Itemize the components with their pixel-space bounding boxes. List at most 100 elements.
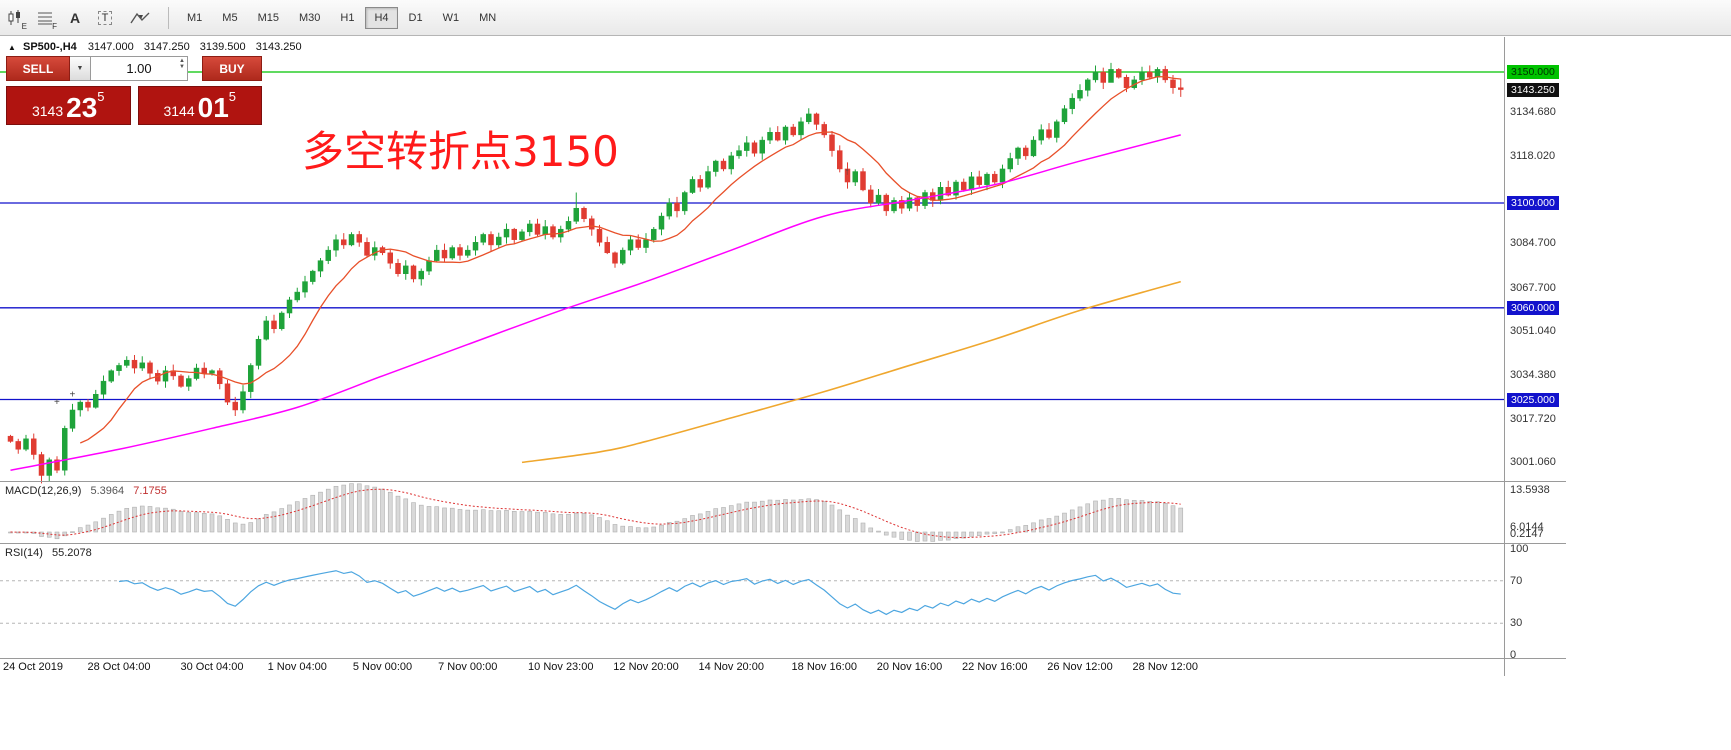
time-axis-label: 12 Nov 20:00 — [613, 661, 679, 673]
time-axis-label: 18 Nov 16:00 — [791, 661, 857, 673]
timeframe-toolbar: M1 M5 M15 M30 H1 H4 D1 W1 MN — [177, 6, 506, 29]
ohlc-close: 3143.250 — [255, 41, 302, 53]
macd-title: MACD(12,26,9) — [5, 485, 82, 497]
time-axis-label: 10 Nov 23:00 — [528, 661, 594, 673]
label-tool-icon[interactable]: T — [91, 5, 119, 31]
timeframe-button-mn[interactable]: MN — [479, 11, 497, 24]
bid-price-box[interactable]: 3143 23 5 — [6, 86, 131, 125]
svg-text:+: + — [54, 397, 60, 408]
price-tick-label: 3118.020 — [1510, 149, 1556, 162]
candlestick-chart-icon[interactable]: E — [1, 5, 29, 31]
top-toolbar: E F A T ▼ M1 M5 M15 M30 H1 H4 D1 W1 MN — [0, 0, 1731, 36]
timeframe-button-m1[interactable]: M1 — [187, 11, 203, 24]
rsi-indicator-chart[interactable] — [0, 544, 1504, 658]
time-axis-label: 26 Nov 12:00 — [1047, 661, 1113, 673]
timeframe-button-h1[interactable]: H1 — [340, 11, 355, 24]
ohlc-open: 3147.000 — [87, 41, 134, 53]
price-tick-label: 3134.680 — [1510, 106, 1556, 119]
macd-axis-label: 0.2147 — [1510, 528, 1544, 540]
time-axis[interactable]: 24 Oct 2019 28 Oct 04:00 30 Oct 04:00 1 Nov… — [0, 659, 1566, 677]
macd-panel-separator[interactable] — [0, 481, 1566, 482]
bid-superscript: 5 — [97, 89, 105, 104]
grid-icon[interactable]: F — [31, 5, 59, 31]
icon-badge-f: F — [52, 21, 57, 31]
timeframe-button-m5[interactable]: M5 — [222, 11, 238, 24]
candlestick-chart[interactable]: + + ↑ — [0, 37, 1504, 484]
text-tool-icon[interactable]: A — [69, 9, 81, 26]
volume-stepper[interactable]: ▲ ▼ — [179, 58, 185, 70]
time-axis-label: 22 Nov 16:00 — [962, 661, 1028, 673]
time-axis-label: 20 Nov 16:00 — [876, 661, 943, 673]
timeframe-button-m30[interactable]: M30 — [298, 11, 321, 24]
time-axis-label: 5 Nov 00:00 — [352, 661, 413, 673]
rsi-panel-separator[interactable] — [0, 543, 1566, 544]
current-price-badge: 3143.250 — [1507, 82, 1559, 97]
one-click-trading-panel: SELL ▼ 1.00 ▲ ▼ BUY 3143 23 5 3144 01 — [6, 56, 262, 125]
rsi-axis-label: 70 — [1510, 574, 1523, 587]
rsi-panel-label: RSI(14) 55.2078 — [5, 547, 92, 559]
macd-indicator-chart[interactable] — [0, 482, 1504, 543]
line-style-icon[interactable]: ▼ — [121, 5, 159, 31]
timeframe-button-w1[interactable]: W1 — [442, 11, 460, 24]
ask-prefix: 3144 — [163, 103, 195, 119]
timeframe-button-d1[interactable]: D1 — [408, 11, 423, 24]
price-level-badge: 3060.000 — [1507, 300, 1559, 315]
volume-dropdown-button[interactable]: ▼ — [70, 56, 91, 81]
svg-text:+: + — [70, 389, 76, 400]
time-axis-label: 28 Oct 04:00 — [87, 661, 151, 673]
bid-big-digits: 23 — [66, 92, 98, 124]
zigzag-glyph — [130, 12, 150, 23]
macd-axis-label: 13.5938 — [1510, 484, 1550, 496]
buy-button[interactable]: BUY — [202, 56, 262, 81]
macd-value-1: 5.3964 — [90, 485, 125, 497]
time-axis-label: 28 Nov 12:00 — [1132, 661, 1198, 673]
price-level-badge: 3100.000 — [1507, 196, 1559, 210]
time-axis-label: 14 Nov 20:00 — [698, 661, 764, 673]
rsi-axis-label: 30 — [1510, 617, 1523, 630]
volume-value: 1.00 — [126, 61, 152, 76]
rsi-value: 55.2078 — [51, 547, 92, 559]
rsi-title: RSI(14) — [5, 547, 43, 559]
ask-price-box[interactable]: 3144 01 5 — [137, 86, 262, 125]
stepper-up-icon[interactable]: ▲ — [179, 58, 185, 64]
chart-text-annotation[interactable]: 多空转折点3150 — [302, 127, 619, 176]
toolbar-separator — [168, 6, 169, 29]
timeframe-button-h4[interactable]: H4 — [365, 6, 398, 29]
time-axis-label: 7 Nov 00:00 — [438, 661, 498, 673]
price-tick-label: 3034.380 — [1510, 368, 1556, 381]
sell-button[interactable]: SELL — [6, 56, 70, 81]
macd-value-2: 7.1755 — [133, 485, 167, 497]
macd-axis-label: 6.0144 — [1510, 521, 1544, 533]
time-axis-label: 1 Nov 04:00 — [267, 661, 327, 673]
ohlc-high: 3147.250 — [143, 41, 190, 53]
symbol-header: ▲ SP500-,H4 3147.000 3147.250 3139.500 3… — [8, 41, 309, 53]
candlestick-glyph — [8, 9, 20, 25]
price-tick-label: 3084.700 — [1510, 237, 1556, 250]
ask-superscript: 5 — [228, 89, 237, 104]
time-axis-separator — [0, 658, 1566, 659]
stepper-down-icon[interactable]: ▼ — [179, 64, 185, 70]
timeframe-button-m15[interactable]: M15 — [257, 11, 279, 24]
grid-glyph — [38, 12, 52, 24]
price-tick-label: 3017.720 — [1510, 412, 1556, 425]
price-level-badge: 3150.000 — [1507, 65, 1559, 79]
price-tick-label: 3051.040 — [1510, 325, 1556, 338]
bid-prefix: 3143 — [31, 103, 64, 119]
rsi-axis-label: 0 — [1510, 649, 1517, 661]
price-axis-separator — [1504, 37, 1505, 676]
price-axis[interactable]: 3134.680 3118.020 3084.700 3067.700 3051.040… — [1505, 0, 1595, 750]
ask-big-digits: 01 — [197, 92, 229, 124]
ohlc-low: 3139.500 — [199, 41, 246, 53]
volume-input[interactable]: 1.00 ▲ ▼ — [91, 56, 188, 81]
rsi-axis-label: 100 — [1510, 543, 1529, 555]
svg-text:↑: ↑ — [845, 167, 850, 178]
icon-badge-e: E — [21, 21, 27, 31]
price-tick-label: 3067.700 — [1510, 281, 1556, 294]
time-axis-label: 24 Oct 2019 — [3, 661, 63, 673]
macd-panel-label: MACD(12,26,9) 5.3964 7.1755 — [5, 485, 167, 497]
collapse-triangle-icon[interactable]: ▲ — [8, 43, 16, 52]
price-level-badge: 3025.000 — [1507, 392, 1559, 407]
price-tick-label: 3001.060 — [1510, 456, 1556, 469]
time-axis-label: 30 Oct 04:00 — [180, 661, 244, 673]
